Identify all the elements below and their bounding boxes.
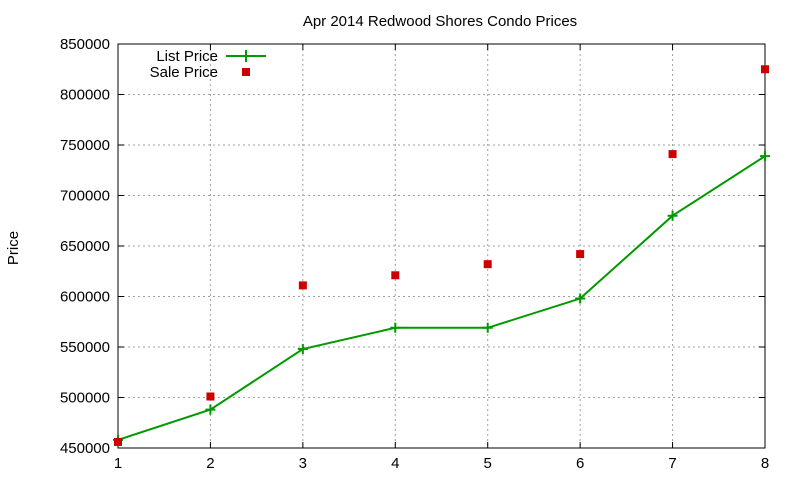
chart-title: Apr 2014 Redwood Shores Condo Prices [303,13,577,30]
list-price-point [205,404,216,415]
y-tick-label: 700000 [60,188,110,205]
ticks: 1 2 3 4 5 6 7 8 450000 500000 550000 600000 650000 70… [60,36,769,472]
y-tick-label: 750000 [60,137,110,154]
sale-price-point [298,281,307,290]
sale-price-point [668,150,677,159]
list-price-point [575,293,586,304]
x-tick-label: 2 [206,455,214,472]
legend-marker-sale-price [242,68,250,76]
list-price-point [760,151,770,162]
y-tick-label: 600000 [60,289,110,306]
y-tick-label: 500000 [60,390,110,407]
x-tick-label: 1 [114,455,122,472]
sale-price-point [206,392,215,401]
y-tick-label: 550000 [60,339,110,356]
sale-price-point [761,65,769,74]
y-tick-label: 450000 [60,440,110,457]
legend-label-sale-price: Sale Price [150,64,218,81]
x-tick-label: 5 [484,455,492,472]
y-axis-label: Price [5,231,22,265]
x-tick-label: 6 [576,455,584,472]
x-tick-label: 3 [299,455,307,472]
list-price-point [297,344,308,355]
legend-marker-list-price [240,50,252,62]
list-price-line [117,155,766,441]
grid [118,44,765,448]
sale-price-point [391,271,400,280]
y-tick-label: 800000 [60,87,110,104]
list-price-point [667,210,678,221]
list-price-point [482,322,493,333]
y-tick-label: 650000 [60,238,110,255]
sale-price-point [114,437,122,446]
sale-price-point [576,250,585,259]
sale-price-point [483,260,492,269]
x-tick-label: 8 [761,455,769,472]
x-tick-label: 7 [668,455,676,472]
list-price-point [390,322,401,333]
legend-label-list-price: List Price [156,48,218,65]
plot-border [117,43,766,449]
x-tick-label: 4 [391,455,399,472]
axes [117,43,766,449]
legend: List Price Sale Price [150,48,266,81]
plot-area [113,65,770,446]
y-tick-label: 850000 [60,36,110,53]
